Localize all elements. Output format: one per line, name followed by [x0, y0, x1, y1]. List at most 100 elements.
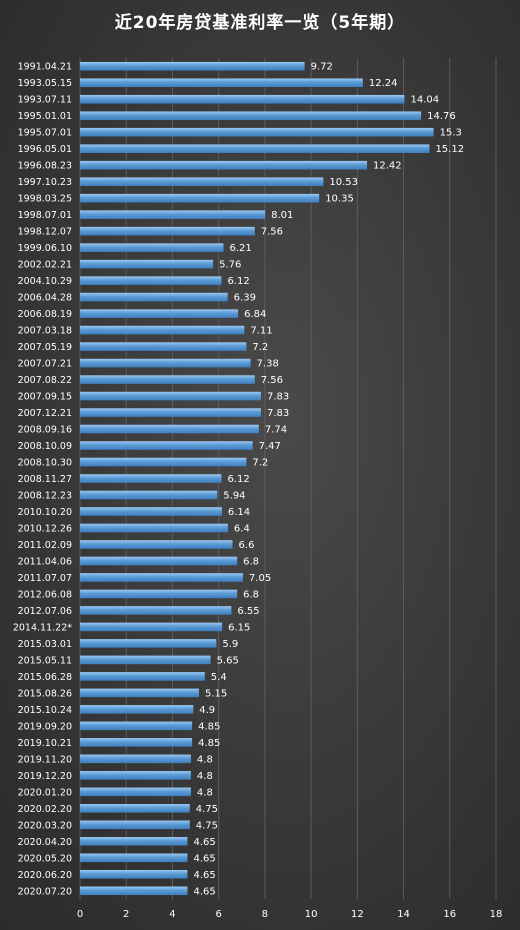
bar [80, 94, 405, 104]
bar [80, 804, 190, 813]
data-label: 4.65 [193, 837, 215, 848]
category-label: 1998.07.01 [18, 210, 72, 221]
category-label: 1993.07.11 [18, 95, 72, 106]
bar [80, 622, 223, 632]
bar [80, 243, 224, 252]
data-label: 4.75 [196, 804, 218, 815]
category-label: 2011.07.07 [18, 573, 72, 584]
bar [80, 342, 247, 351]
x-tick-label: 8 [262, 909, 268, 920]
data-label: 5.9 [222, 639, 238, 650]
data-label: 6.8 [243, 589, 259, 600]
bar [80, 226, 255, 236]
data-label: 4.65 [193, 853, 215, 864]
category-label: 2006.04.28 [18, 293, 72, 304]
data-label: 4.85 [198, 738, 220, 749]
data-label: 4.65 [193, 870, 215, 881]
bar [80, 721, 193, 731]
data-label: 7.2 [252, 342, 268, 353]
category-label: 2008.09.16 [18, 425, 72, 436]
x-tick-label: 12 [351, 909, 364, 920]
data-label: 4.85 [198, 721, 220, 732]
data-label: 6.12 [227, 276, 249, 287]
bar [80, 457, 247, 467]
category-label: 2020.06.20 [18, 870, 72, 881]
category-label: 1996.05.01 [18, 144, 72, 155]
data-label: 6.14 [228, 507, 250, 518]
data-label: 7.83 [267, 392, 289, 403]
data-label: 6.6 [239, 540, 255, 551]
data-label: 6.8 [243, 556, 259, 567]
category-label: 2020.07.20 [18, 886, 72, 897]
category-label: 2008.10.09 [18, 441, 72, 452]
data-label: 7.47 [259, 441, 281, 452]
data-label: 9.72 [311, 62, 333, 73]
x-tick-label: 4 [169, 909, 175, 920]
data-label: 10.35 [325, 194, 354, 205]
bar [80, 672, 205, 681]
data-label: 4.8 [197, 787, 213, 798]
data-label: 7.05 [249, 573, 271, 584]
bar [80, 111, 422, 121]
category-label: 2019.11.20 [18, 754, 72, 765]
bar [80, 738, 193, 747]
data-label: 5.76 [219, 260, 241, 271]
bar [80, 820, 190, 830]
category-label: 2007.07.21 [18, 359, 72, 370]
bar [80, 787, 191, 797]
data-label: 7.74 [265, 425, 287, 436]
data-label: 6.84 [244, 309, 266, 320]
data-label: 4.9 [199, 705, 215, 716]
category-label: 2010.10.20 [18, 507, 72, 518]
category-label: 2010.12.26 [18, 523, 72, 534]
category-label: 2020.05.20 [18, 853, 72, 864]
data-label: 4.75 [196, 820, 218, 831]
bar [80, 210, 266, 219]
bar [80, 836, 188, 846]
data-label: 15.12 [435, 144, 464, 155]
bar [80, 771, 191, 780]
data-label: 12.42 [373, 161, 402, 172]
bar [80, 177, 324, 186]
category-label: 2011.02.09 [18, 540, 72, 551]
bars [80, 61, 434, 896]
data-label: 4.8 [197, 771, 213, 782]
category-label: 2015.06.28 [18, 672, 72, 683]
data-label: 14.04 [410, 95, 439, 106]
data-label: 5.4 [211, 672, 227, 683]
category-label: 2015.08.26 [18, 688, 72, 699]
category-label: 1997.10.23 [18, 177, 72, 188]
category-label: 2004.10.29 [18, 276, 72, 287]
category-label: 1991.04.21 [18, 62, 72, 73]
data-label: 7.2 [252, 458, 268, 469]
bar [80, 639, 217, 648]
data-label: 4.65 [193, 886, 215, 897]
x-tick-label: 2 [123, 909, 129, 920]
x-tick-label: 0 [77, 909, 83, 920]
category-label: 1998.12.07 [18, 227, 72, 238]
bar [80, 540, 233, 549]
category-label: 2015.05.11 [18, 655, 72, 666]
x-tick-label: 18 [490, 909, 503, 920]
data-label: 7.56 [261, 227, 283, 238]
value-labels: 9.72 12.24 14.04 14.76 15.3 15.12 12.42 10.53 10… [193, 62, 464, 898]
bar [80, 589, 238, 599]
bar [80, 408, 261, 417]
bar [80, 490, 218, 500]
category-label: 2012.07.06 [18, 606, 72, 617]
category-label: 2019.09.20 [18, 721, 72, 732]
bar [80, 309, 239, 318]
category-label: 2020.04.20 [18, 837, 72, 848]
category-label: 2020.03.20 [18, 820, 72, 831]
bar [80, 886, 188, 896]
data-label: 7.11 [250, 326, 272, 337]
category-label: 2002.02.21 [18, 260, 72, 271]
data-label: 7.83 [267, 408, 289, 419]
bar [80, 144, 430, 153]
category-label: 2007.12.21 [18, 408, 72, 419]
category-label: 2008.10.30 [18, 458, 72, 469]
data-label: 7.56 [261, 375, 283, 386]
x-tick-label: 6 [215, 909, 221, 920]
data-label: 6.21 [230, 243, 252, 254]
